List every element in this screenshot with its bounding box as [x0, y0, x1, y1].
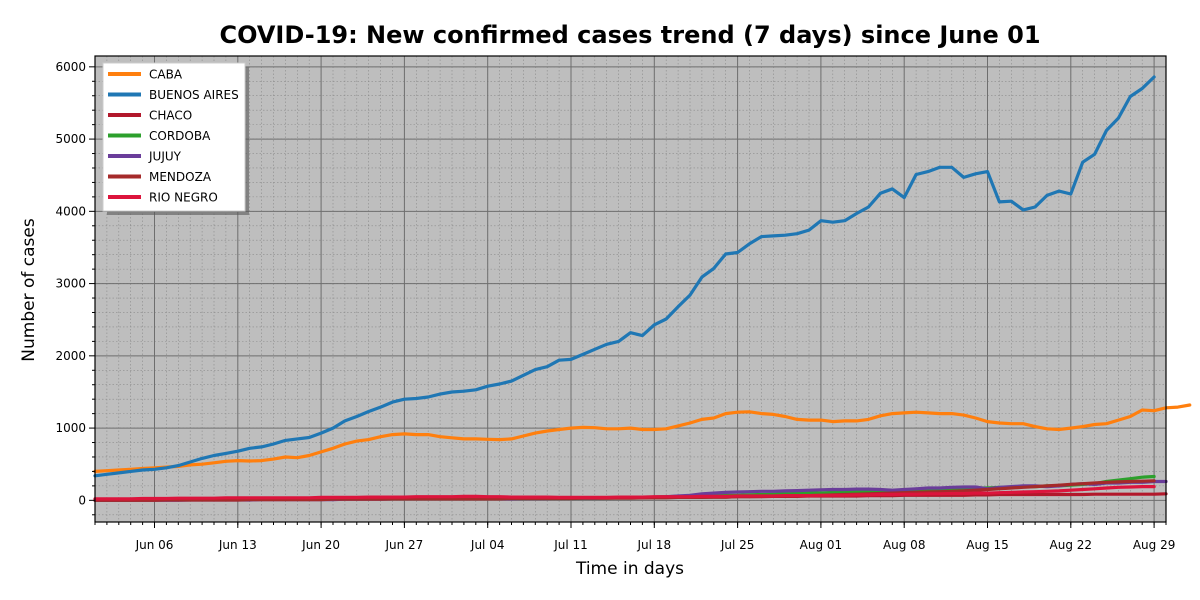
legend-label-buenos-aires: BUENOS AIRES: [149, 88, 239, 102]
legend-label-caba: CABA: [149, 68, 183, 82]
x-axis-label: Time in days: [575, 559, 684, 579]
y-tick-label: 4000: [55, 204, 86, 218]
x-tick-label: Aug 22: [1050, 538, 1093, 552]
x-tick-label: Aug 15: [966, 538, 1009, 552]
y-tick-label: 3000: [55, 277, 86, 291]
y-tick-label: 2000: [55, 349, 86, 363]
series-line-buenos-aires: [93, 75, 1156, 478]
x-tick-label: Jun 20: [301, 538, 340, 552]
y-tick-label: 0: [78, 493, 86, 507]
legend-label-mendoza: MENDOZA: [149, 170, 212, 184]
x-axis-ticks: Jun 06 Jun 13 Jun 20 Jun 27 Jul 04 Jul 11 Jul …: [94, 522, 1176, 552]
x-tick-label: Jul 18: [637, 538, 672, 552]
x-tick-label: Jul 25: [720, 538, 755, 552]
chart-title: COVID-19: New confirmed cases trend (7 d…: [219, 21, 1040, 49]
y-axis-label: Number of cases: [19, 218, 39, 362]
series-group: [93, 75, 1192, 502]
x-tick-label: Jul 04: [470, 538, 505, 552]
legend: CABA BUENOS AIRES CHACO CORDOBA JUJUY MENDOZA…: [102, 62, 249, 215]
x-tick-label: Jul 11: [553, 538, 588, 552]
y-axis-ticks: 0 1000 2000 3000 4000 5000 6000: [55, 60, 95, 516]
y-tick-label: 6000: [55, 60, 86, 74]
series-line-caba: [93, 403, 1192, 473]
y-tick-label: 5000: [55, 132, 86, 146]
legend-label-chaco: CHACO: [149, 109, 192, 123]
x-tick-label: Aug 08: [883, 538, 926, 552]
legend-label-cordoba: CORDOBA: [149, 129, 211, 143]
y-tick-label: 1000: [55, 421, 86, 435]
legend-label-jujuy: JUJUY: [148, 150, 182, 164]
legend-label-rio-negro: RIO NEGRO: [149, 191, 218, 205]
x-tick-label: Aug 01: [800, 538, 843, 552]
x-tick-label: Jun 13: [218, 538, 257, 552]
x-tick-label: Jun 06: [135, 538, 174, 552]
x-tick-label: Aug 29: [1133, 538, 1176, 552]
series-line-rio-negro: [93, 485, 1156, 501]
x-tick-label: Jun 27: [384, 538, 423, 552]
major-grid: [95, 56, 1166, 522]
